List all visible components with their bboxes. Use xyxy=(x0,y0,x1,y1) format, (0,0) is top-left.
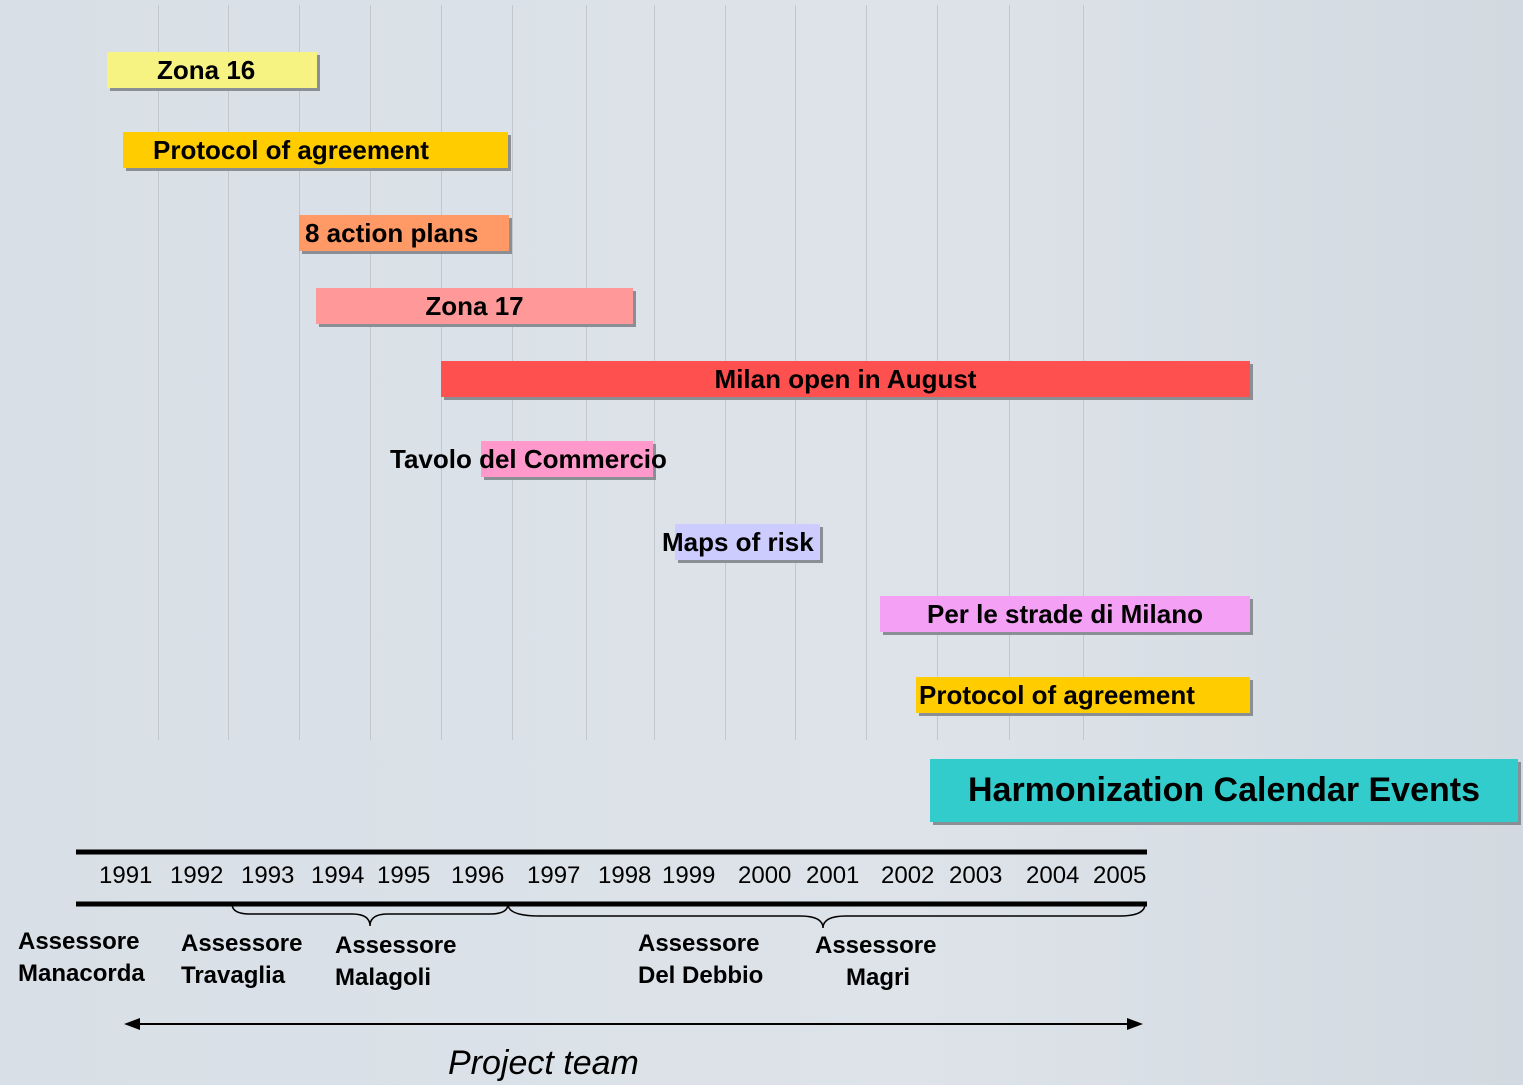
year-label: 1991 xyxy=(99,862,153,889)
assessore-label: Assessore xyxy=(18,928,140,955)
bar-label: Protocol of agreement xyxy=(919,680,1195,710)
footer-label: Project team xyxy=(448,1044,639,1082)
year-label: 2003 xyxy=(949,862,1003,889)
bar xyxy=(299,215,509,251)
bar xyxy=(316,288,633,324)
highlight-box: Harmonization Calendar Events xyxy=(930,759,1518,822)
year-label: 1999 xyxy=(662,862,716,889)
grid-line xyxy=(370,5,371,740)
assessore-label: Assessore xyxy=(638,930,760,957)
bar xyxy=(481,441,653,477)
bar-label: 8 action plans xyxy=(305,218,479,248)
year-label: 2000 xyxy=(738,862,792,889)
year-label: 1994 xyxy=(311,862,365,889)
bar xyxy=(675,524,820,560)
year-label: 1998 xyxy=(598,862,652,889)
bar xyxy=(123,132,508,168)
year-label: 1996 xyxy=(451,862,505,889)
year-label: 1992 xyxy=(170,862,224,889)
year-label: 2001 xyxy=(806,862,860,889)
year-label: 2004 xyxy=(1026,862,1080,889)
assessore-label: Assessore xyxy=(335,932,457,959)
bar xyxy=(441,361,1250,397)
year-label: 1995 xyxy=(377,862,431,889)
year-label: 2005 xyxy=(1093,862,1147,889)
grid-line xyxy=(158,5,159,740)
year-label: 2002 xyxy=(881,862,935,889)
assessore-label: Assessore xyxy=(815,932,937,959)
assessore-label: Manacorda xyxy=(18,960,145,987)
bar-label: Protocol of agreement xyxy=(153,135,429,165)
bar-label: Maps of risk xyxy=(662,527,814,557)
assessore-label: Magri xyxy=(846,964,911,991)
assessore-label: Travaglia xyxy=(181,962,286,989)
assessore-label: Assessore xyxy=(181,930,303,957)
bar-label: Milan open in August xyxy=(714,364,977,394)
grid-line xyxy=(228,5,229,740)
bar xyxy=(107,52,317,88)
bar xyxy=(880,596,1250,632)
bar-label: Zona 16 xyxy=(157,55,256,85)
grid-line xyxy=(299,5,300,740)
year-label: 1997 xyxy=(527,862,581,889)
assessore-label: Del Debbio xyxy=(638,962,764,989)
bar-label: Tavolo del Commercio xyxy=(390,444,667,474)
assessore-label: Malagoli xyxy=(335,964,432,991)
year-label: 1993 xyxy=(241,862,295,889)
bar-label: Zona 17 xyxy=(425,291,524,321)
bar-label: Per le strade di Milano xyxy=(927,599,1203,629)
bar xyxy=(916,677,1250,713)
